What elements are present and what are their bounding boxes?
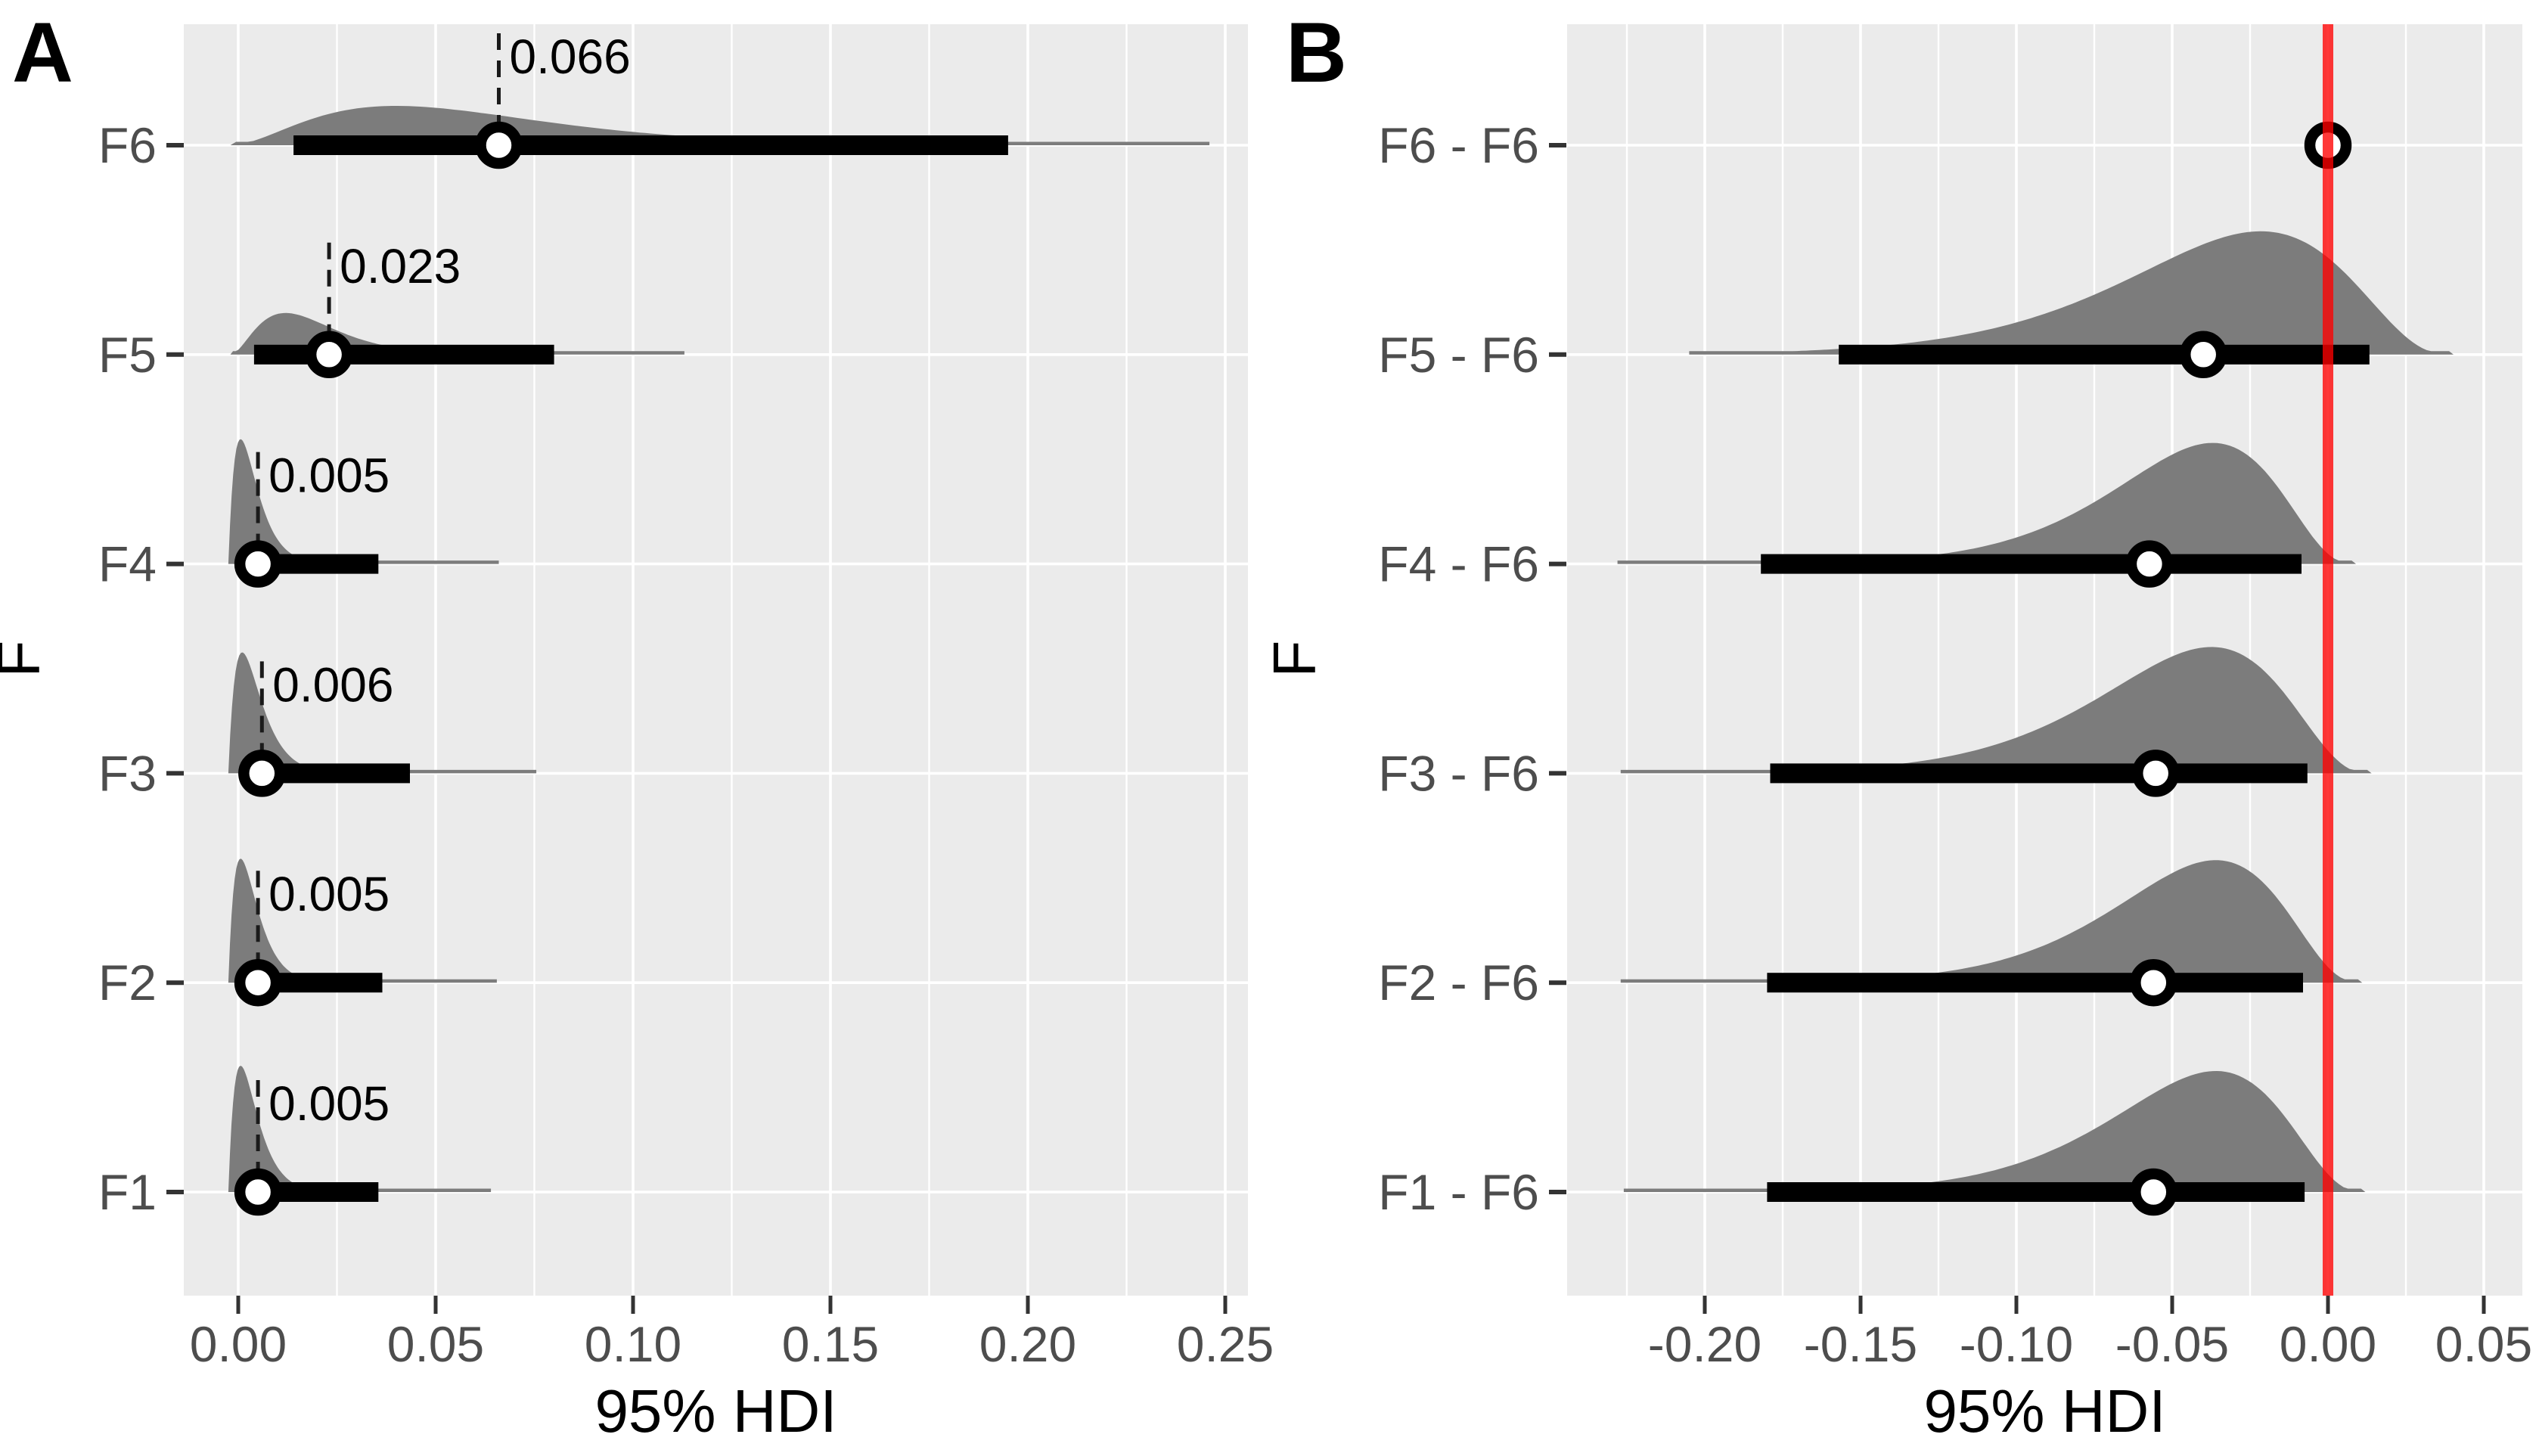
panel-b-median-point-f2-f6 [2130,958,2177,1007]
panel-b-y-tick-label: F6 - F6 [1378,117,1539,173]
panel-b-hdi-interval-f5-f6 [1839,344,2370,365]
panel-b-hdi-interval-f3-f6 [1770,763,2308,784]
panel-a-y-axis-title: F [0,641,52,678]
panel-a-median-value-label-f6: 0.066 [510,29,631,84]
panel-a: 0.066 0.023 0.005 0.006 0.005 0.005 F6 F5 F4 F3 F2… [0,5,1274,1445]
panel-b-median-point-f4-f6 [2125,540,2174,588]
panel-a-median-value-label-f3: 0.006 [272,657,393,712]
panel-a-x-tick-label: 0.20 [979,1316,1076,1372]
panel-b-x-tick-label: -0.15 [1804,1316,1917,1372]
panel-a-median-point-f6 [475,121,523,169]
panel-b-hdi-interval-f4-f6 [1761,554,2302,574]
panel-b-x-tick-label: -0.20 [1648,1316,1761,1372]
panel-a-y-tick-label: F2 [98,955,157,1011]
panel-a-y-tick-label: F3 [98,745,157,801]
panel-b-median-point-f5-f6 [2179,331,2227,379]
panel-b-density-f5-f6 [1689,231,2454,355]
panel-a-x-tick-label: 0.25 [1177,1316,1274,1372]
panel-a-median-point-f2 [234,958,282,1007]
panel-b-panel-letter: B [1286,5,1347,100]
panel-a-median-point-f1 [234,1168,282,1216]
panel-b-y-tick-label: F2 - F6 [1378,955,1539,1011]
panel-a-y-tick-label: F5 [98,327,157,383]
panel-b-median-point-f3-f6 [2131,750,2180,797]
panel-a-panel-letter: A [12,5,73,100]
panel-a-x-axis-title: 95% HDI [594,1377,837,1445]
panel-b-density-f3-f6 [1620,647,2372,774]
panel-a-x-tick-label: 0.05 [387,1316,484,1372]
panel-b-hdi-interval-f2-f6 [1767,973,2303,993]
panel-b-hdi-interval-f1-f6 [1767,1182,2305,1202]
panel-b-x-tick-label: -0.10 [1960,1316,2073,1372]
panel-a-median-value-label-f1: 0.005 [268,1076,390,1131]
panel-a-median-value-label-f2: 0.005 [268,867,390,921]
panel-b-y-tick-label: F4 - F6 [1378,536,1539,592]
panel-a-x-tick-label: 0.00 [190,1316,287,1372]
panel-b-zero-reference-line [2323,24,2333,1296]
panel-a-hdi-interval-f5 [253,344,554,365]
panel-a-median-point-f5 [305,331,353,379]
panel-b-median-point-f1-f6 [2130,1168,2177,1216]
panel-a-median-point-f3 [238,750,286,797]
panel-b-x-tick-label: 0.05 [2435,1316,2532,1372]
panel-a-y-tick-label: F6 [98,117,157,173]
panel-b-density-f4-f6 [1617,442,2357,564]
panel-b-x-tick-label: 0.00 [2280,1316,2376,1372]
panel-a-y-tick-label: F4 [98,536,157,592]
panel-a-background [184,24,1248,1296]
panel-b-x-tick-label: -0.05 [2115,1316,2229,1372]
panel-a-y-tick-label: F1 [98,1164,157,1220]
panel-b-background [1567,24,2522,1296]
panel-b-y-tick-label: F1 - F6 [1378,1164,1539,1220]
panel-a-x-tick-label: 0.10 [585,1316,681,1372]
panel-a-median-point-f4 [234,540,282,588]
panel-b-y-tick-label: F5 - F6 [1378,327,1539,383]
panel-b-density-f2-f6 [1620,860,2363,983]
panel-a-median-value-label-f4: 0.005 [268,449,390,503]
panel-b-y-axis-title: F [1261,641,1328,678]
panel-a-x-tick-label: 0.15 [782,1316,879,1372]
panel-a-median-value-label-f5: 0.023 [340,239,461,293]
panel-a-hdi-interval-f6 [293,135,1008,155]
panel-b: F6 - F6 F5 - F6 F4 - F6 F3 - F6 F2 - F6 F1 - … [1261,5,2532,1445]
panel-b-x-axis-title: 95% HDI [1923,1377,2165,1445]
panel-b-density-f1-f6 [1623,1071,2366,1192]
panel-b-y-tick-label: F3 - F6 [1378,745,1539,801]
